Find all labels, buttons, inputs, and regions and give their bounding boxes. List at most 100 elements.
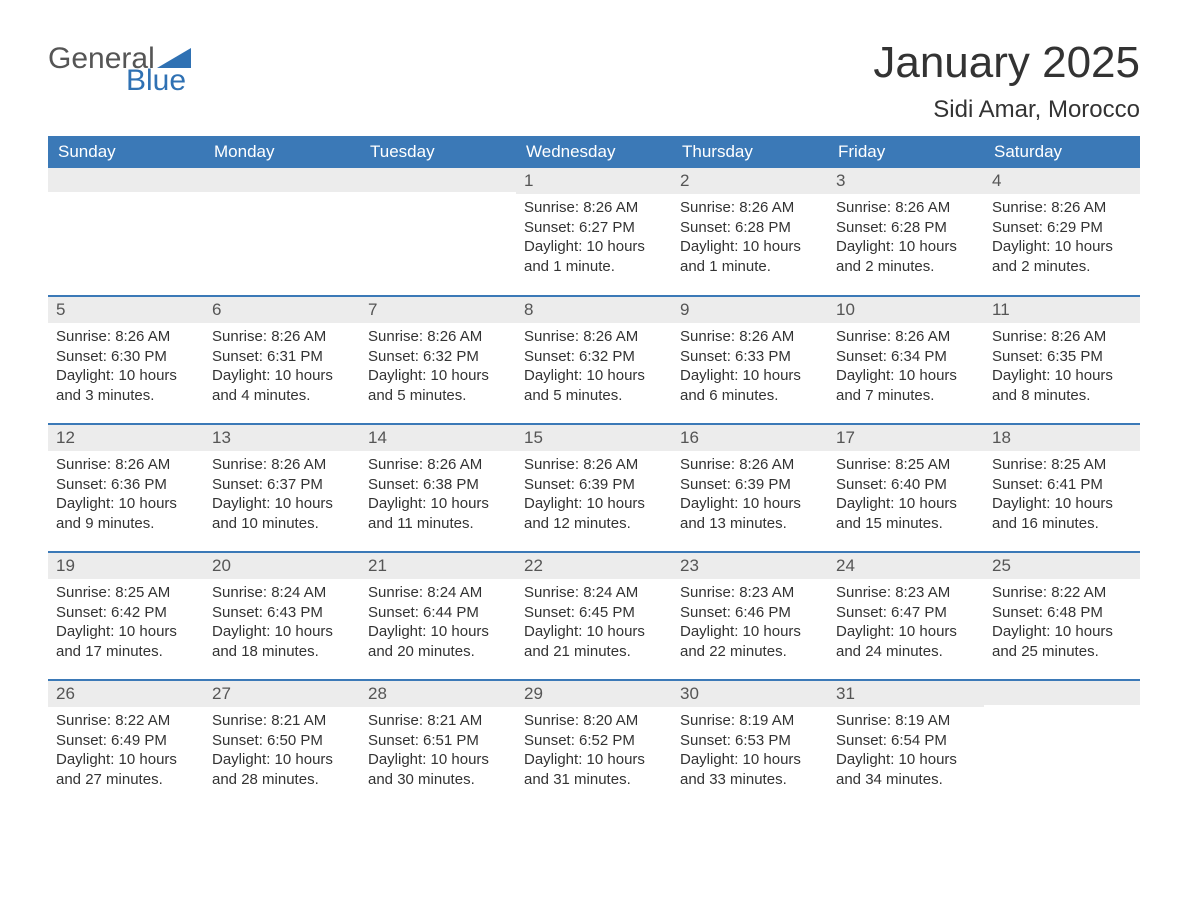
day-detail-line: Sunset: 6:28 PM <box>836 218 976 238</box>
calendar-empty-cell <box>48 168 204 296</box>
detail-value: 6:28 PM <box>735 219 791 236</box>
day-detail-line: Sunset: 6:43 PM <box>212 603 352 623</box>
detail-label: Sunrise: <box>992 328 1047 345</box>
logo-word2: Blue <box>126 66 191 96</box>
detail-label: Daylight: <box>368 623 426 640</box>
day-detail-line: Sunrise: 8:19 AM <box>680 711 820 731</box>
detail-label: Sunrise: <box>56 584 111 601</box>
day-number: 4 <box>984 168 1140 194</box>
location: Sidi Amar, Morocco <box>873 96 1140 124</box>
day-detail-line: Sunrise: 8:26 AM <box>524 198 664 218</box>
day-details: Sunrise: 8:26 AMSunset: 6:36 PMDaylight:… <box>48 451 204 543</box>
day-header: Sunday <box>48 136 204 168</box>
day-details: Sunrise: 8:26 AMSunset: 6:39 PMDaylight:… <box>516 451 672 543</box>
detail-label: Sunset: <box>836 219 887 236</box>
detail-value: 8:25 AM <box>895 456 950 473</box>
day-detail-line: Daylight: 10 hours and 13 minutes. <box>680 494 820 533</box>
detail-value: 6:39 PM <box>735 476 791 493</box>
day-detail-line: Daylight: 10 hours and 12 minutes. <box>524 494 664 533</box>
day-detail-line: Daylight: 10 hours and 28 minutes. <box>212 750 352 789</box>
day-details: Sunrise: 8:26 AMSunset: 6:37 PMDaylight:… <box>204 451 360 543</box>
detail-label: Sunset: <box>368 604 419 621</box>
detail-value: 8:26 AM <box>1051 328 1106 345</box>
detail-value: 6:31 PM <box>267 348 323 365</box>
calendar-day-cell: 29Sunrise: 8:20 AMSunset: 6:52 PMDayligh… <box>516 680 672 808</box>
day-detail-line: Sunset: 6:42 PM <box>56 603 196 623</box>
detail-value: 8:26 AM <box>739 456 794 473</box>
day-details: Sunrise: 8:19 AMSunset: 6:53 PMDaylight:… <box>672 707 828 799</box>
detail-value: 6:47 PM <box>891 604 947 621</box>
detail-label: Sunrise: <box>212 584 267 601</box>
day-detail-line: Sunrise: 8:26 AM <box>212 327 352 347</box>
day-number: 24 <box>828 553 984 579</box>
day-detail-line: Sunset: 6:40 PM <box>836 475 976 495</box>
detail-value: 6:29 PM <box>1047 219 1103 236</box>
day-number: 13 <box>204 425 360 451</box>
detail-label: Sunset: <box>680 604 731 621</box>
calendar-day-cell: 24Sunrise: 8:23 AMSunset: 6:47 PMDayligh… <box>828 552 984 680</box>
detail-label: Daylight: <box>836 751 894 768</box>
detail-label: Sunset: <box>212 604 263 621</box>
detail-value: 8:24 AM <box>271 584 326 601</box>
calendar-header-row: SundayMondayTuesdayWednesdayThursdayFrid… <box>48 136 1140 168</box>
day-detail-line: Daylight: 10 hours and 25 minutes. <box>992 622 1132 661</box>
detail-label: Sunset: <box>992 476 1043 493</box>
detail-label: Sunset: <box>56 604 107 621</box>
detail-value: 8:19 AM <box>895 712 950 729</box>
day-details: Sunrise: 8:26 AM Sunset: 6:35 PMDaylight:… <box>984 323 1140 415</box>
calendar-day-cell: 19Sunrise: 8:25 AMSunset: 6:42 PMDayligh… <box>48 552 204 680</box>
detail-label: Sunset: <box>992 219 1043 236</box>
day-detail-line: Sunrise: 8:26 AM <box>524 327 664 347</box>
day-detail-line: Sunrise: 8:25 AM <box>836 455 976 475</box>
detail-label: Sunset: <box>524 732 575 749</box>
day-detail-line: Daylight: 10 hours and 2 minutes. <box>992 237 1132 276</box>
detail-label: Sunset: <box>680 732 731 749</box>
calendar-day-cell: 4 Sunrise: 8:26 AMSunset: 6:29 PMDaylight… <box>984 168 1140 296</box>
detail-label: Daylight: <box>524 238 582 255</box>
day-detail-line: Sunrise: 8:22 AM <box>992 583 1132 603</box>
calendar-empty-cell <box>984 680 1140 808</box>
day-detail-line: Daylight: 10 hours and 11 minutes. <box>368 494 508 533</box>
detail-label: Daylight: <box>680 623 738 640</box>
calendar-week-row: 5Sunrise: 8:26 AMSunset: 6:30 PMDaylight… <box>48 296 1140 424</box>
calendar-week-row: 1Sunrise: 8:26 AMSunset: 6:27 PMDaylight… <box>48 168 1140 296</box>
day-detail-line: Sunrise: 8:26 AM <box>368 327 508 347</box>
day-detail-line: Daylight: 10 hours and 31 minutes. <box>524 750 664 789</box>
day-detail-line: Sunrise: 8:21 AM <box>368 711 508 731</box>
day-detail-line: Daylight: 10 hours and 1 minute. <box>524 237 664 276</box>
detail-value: 8:24 AM <box>427 584 482 601</box>
detail-label: Sunset: <box>836 476 887 493</box>
detail-label: Sunrise: <box>836 584 891 601</box>
calendar-day-cell: 11Sunrise: 8:26 AMSunset: 6:35 PMDayligh… <box>984 296 1140 424</box>
calendar-day-cell: 8Sunrise: 8:26 AMSunset: 6:32 PMDaylight… <box>516 296 672 424</box>
calendar-day-cell: 6Sunrise: 8:26 AMSunset: 6:31 PMDaylight… <box>204 296 360 424</box>
day-detail-line: Sunset: 6:35 PM <box>992 347 1132 367</box>
detail-label: Sunrise: <box>56 328 111 345</box>
day-detail-line: Sunrise: 8:26 AM <box>680 198 820 218</box>
day-number: 27 <box>204 681 360 707</box>
day-detail-line: Sunrise: 8:26 AM <box>992 198 1132 218</box>
day-number <box>984 681 1140 705</box>
day-number: 3 <box>828 168 984 194</box>
detail-value: 6:37 PM <box>267 476 323 493</box>
day-details: Sunrise: 8:24 AMSunset: 6:45 PMDaylight:… <box>516 579 672 671</box>
day-detail-line: Daylight: 10 hours and 4 minutes. <box>212 366 352 405</box>
detail-label: Daylight: <box>992 623 1050 640</box>
detail-label: Sunset: <box>680 219 731 236</box>
day-header: Tuesday <box>360 136 516 168</box>
day-detail-line: Daylight: 10 hours and 21 minutes. <box>524 622 664 661</box>
detail-label: Daylight: <box>524 367 582 384</box>
day-detail-line: Sunrise: 8:25 AM <box>56 583 196 603</box>
detail-label: Daylight: <box>992 367 1050 384</box>
day-detail-line: Sunrise: 8:23 AM <box>836 583 976 603</box>
day-detail-line: Sunset: 6:39 PM <box>680 475 820 495</box>
detail-label: Sunset: <box>836 348 887 365</box>
day-detail-line: Daylight: 10 hours and 24 minutes. <box>836 622 976 661</box>
day-detail-line: Daylight: 10 hours and 20 minutes. <box>368 622 508 661</box>
detail-label: Daylight: <box>836 495 894 512</box>
day-detail-line: Daylight: 10 hours and 8 minutes. <box>992 366 1132 405</box>
calendar-day-cell: 5Sunrise: 8:26 AMSunset: 6:30 PMDaylight… <box>48 296 204 424</box>
detail-label: Sunrise: <box>836 328 891 345</box>
detail-label: Sunrise: <box>680 712 735 729</box>
day-detail-line: Daylight: 10 hours and 5 minutes. <box>524 366 664 405</box>
